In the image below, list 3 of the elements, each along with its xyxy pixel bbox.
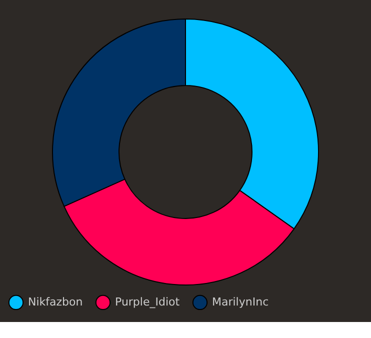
legend-label: Nikfazbon xyxy=(28,295,83,308)
legend-label: MarilynInc xyxy=(212,295,269,308)
legend-label: Purple_Idiot xyxy=(115,295,180,308)
